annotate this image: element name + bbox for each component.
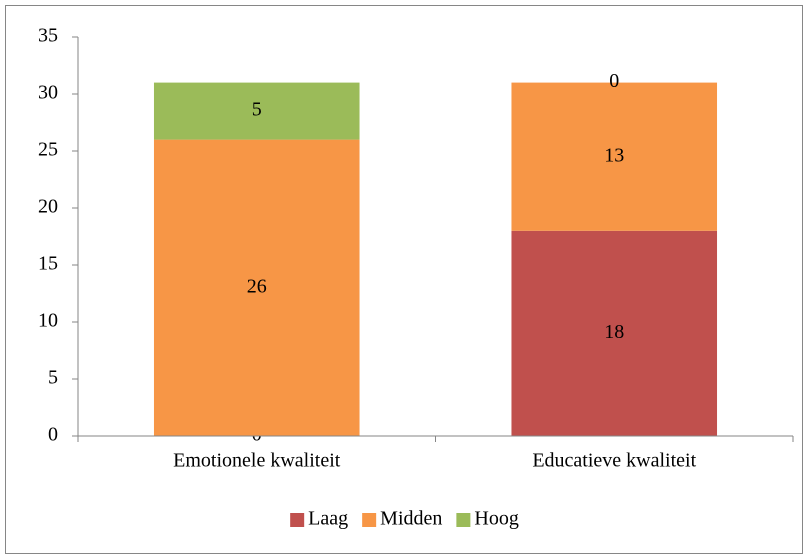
legend-swatch <box>362 513 377 527</box>
bar-segment <box>511 230 718 436</box>
x-tick-label: Educatieve kwaliteit <box>532 450 696 472</box>
y-tick-label: 0 <box>48 424 58 446</box>
legend-swatch <box>456 513 471 527</box>
legend-swatch <box>290 513 305 527</box>
data-label: 13 <box>604 144 624 166</box>
bar-segment <box>511 82 718 231</box>
data-label: 26 <box>247 275 267 297</box>
y-tick-label: 20 <box>38 196 58 218</box>
legend-label: Laag <box>308 508 348 530</box>
bar-segment <box>153 139 360 436</box>
y-tick-label: 10 <box>38 310 58 332</box>
legend-label: Hoog <box>474 508 518 530</box>
bar-segment <box>153 82 360 140</box>
legend-label: Midden <box>380 508 442 530</box>
data-label: 18 <box>604 321 624 343</box>
y-tick-label: 5 <box>48 367 58 389</box>
y-tick-label: 30 <box>38 82 58 104</box>
y-tick-label: 35 <box>38 25 58 47</box>
data-label: 0 <box>609 70 619 92</box>
x-tick-label: Emotionele kwaliteit <box>173 450 341 472</box>
data-label: 5 <box>252 99 262 121</box>
y-tick-label: 15 <box>38 253 58 275</box>
y-tick-label: 25 <box>38 139 58 161</box>
